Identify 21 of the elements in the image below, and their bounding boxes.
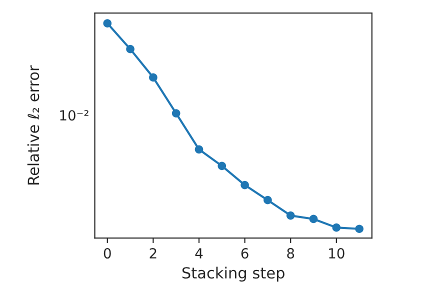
point	[240, 180, 249, 190]
x-tick-label: 8	[287, 248, 294, 259]
point	[286, 211, 295, 220]
x-tick-label: 6	[241, 248, 248, 259]
x-tick-label: 2	[150, 248, 156, 258]
point	[126, 44, 134, 54]
point	[355, 224, 364, 234]
x-tick-label: 0	[104, 248, 111, 259]
x-axis-title: Stacking step	[182, 266, 284, 282]
point	[149, 73, 158, 82]
point	[172, 109, 180, 118]
point	[309, 214, 318, 224]
point	[103, 19, 112, 28]
point	[264, 196, 272, 204]
point	[218, 162, 226, 170]
point	[332, 223, 341, 232]
y-axis-title: Relative ℓ₂ error	[27, 65, 40, 184]
text: 10⁻²	[60, 110, 88, 121]
x-tick-label: 4	[195, 248, 203, 258]
x-tick-label: 10	[329, 248, 344, 259]
point	[194, 145, 204, 154]
